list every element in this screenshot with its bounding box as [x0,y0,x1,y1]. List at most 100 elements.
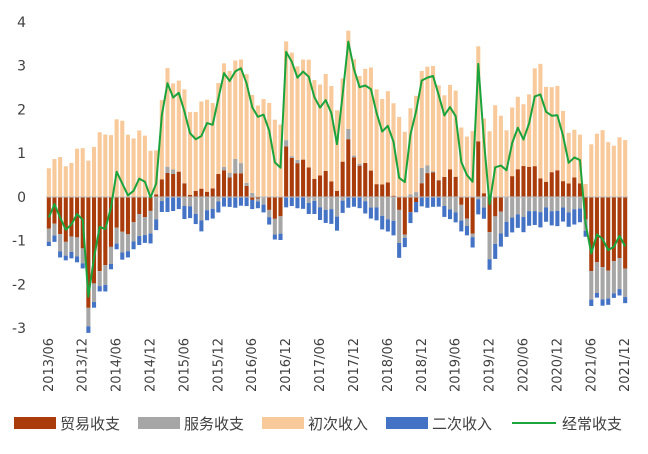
bar-service-42 [284,140,288,146]
bar-primary-102 [623,140,627,197]
bar-primary-7 [86,161,90,197]
legend-label-secondary: 二次收入 [432,415,492,433]
bar-secondary-69 [437,197,441,207]
bar-secondary-8 [92,302,96,308]
y-tick-label: 2 [17,102,26,118]
bar-secondary-83 [516,214,520,228]
bar-service-87 [538,197,542,212]
legend-swatch-trade [14,417,56,429]
bar-trade-28 [205,192,209,197]
bar-service-4 [69,236,73,251]
bar-secondary-4 [69,252,73,258]
bar-service-93 [572,197,576,209]
bar-service-44 [295,160,299,163]
bar-service-83 [516,197,520,214]
x-tick-label: 2018/12 [415,338,430,392]
bar-service-15 [132,222,136,241]
bar-service-77 [482,197,486,208]
bar-service-54 [352,156,356,158]
bar-service-30 [216,197,220,202]
bar-trade-100 [612,197,616,261]
bar-primary-9 [98,132,102,197]
bar-secondary-49 [324,210,328,223]
bar-trade-65 [414,197,418,202]
bar-service-82 [510,197,514,218]
bar-service-28 [205,197,209,210]
bar-trade-3 [64,197,68,242]
bar-secondary-91 [561,208,565,222]
bar-secondary-85 [527,211,531,226]
bar-trade-86 [533,166,537,197]
bar-service-100 [612,261,616,293]
bar-secondary-46 [307,203,311,214]
bar-service-78 [488,232,492,259]
bar-secondary-89 [550,211,554,225]
bar-trade-88 [544,182,548,197]
legend: 贸易收支 服务收支 初次收入 二次收入 经常收支 [14,415,622,433]
bar-service-40 [273,219,277,235]
bar-trade-42 [284,146,288,196]
bar-service-43 [290,156,294,158]
bar-trade-96 [589,197,593,271]
bar-service-37 [256,198,260,201]
bar-secondary-67 [425,197,429,208]
bars-layer [47,31,627,333]
bar-secondary-2 [58,251,62,257]
bar-service-36 [250,193,254,197]
bar-secondary-31 [222,197,226,207]
bar-secondary-22 [171,197,175,211]
bar-primary-57 [369,67,373,170]
x-tick-label: 2021/06 [584,338,599,392]
bar-secondary-90 [555,211,559,226]
bar-trade-76 [476,141,480,197]
bar-secondary-81 [504,222,508,237]
bar-secondary-64 [408,212,412,223]
bar-trade-80 [499,197,503,212]
bar-service-50 [329,197,333,209]
bar-trade-91 [561,181,565,197]
bar-trade-70 [442,177,446,197]
x-tick-label: 2015/12 [211,338,226,392]
bar-secondary-10 [103,285,107,292]
bar-service-101 [617,258,621,289]
bar-primary-10 [103,135,107,197]
bar-service-84 [521,197,525,217]
bar-primary-8 [92,147,96,197]
bar-service-53 [346,129,350,139]
bar-secondary-92 [567,212,571,226]
bar-secondary-7 [86,326,90,333]
bar-secondary-48 [318,207,322,220]
bar-trade-15 [132,197,136,222]
bar-service-38 [262,197,266,204]
bar-primary-100 [612,146,616,197]
bar-primary-87 [538,64,542,178]
x-tick-label: 2019/12 [483,338,498,392]
bar-service-14 [126,234,130,251]
bar-secondary-62 [397,243,401,258]
bar-secondary-63 [403,238,407,247]
bar-service-32 [228,173,232,178]
bar-secondary-50 [329,209,333,224]
bar-secondary-55 [358,197,362,208]
bar-primary-101 [617,137,621,197]
bar-secondary-36 [250,200,254,209]
bar-trade-67 [425,173,429,197]
bar-primary-71 [448,85,452,169]
x-tick-label: 2016/12 [279,338,294,392]
bar-primary-93 [572,130,576,178]
bar-service-99 [606,271,610,299]
bar-secondary-77 [482,208,486,219]
bar-primary-16 [137,130,141,196]
x-tick-label: 2015/06 [177,338,192,392]
bar-trade-93 [572,177,576,196]
bar-secondary-96 [589,300,593,306]
bar-secondary-52 [341,201,345,213]
bar-secondary-5 [75,256,79,262]
bar-primary-27 [199,101,203,188]
bar-trade-44 [295,163,299,197]
bar-trade-40 [273,197,277,219]
bar-primary-86 [533,68,537,166]
bar-service-73 [459,205,463,221]
bar-service-19 [154,197,158,220]
